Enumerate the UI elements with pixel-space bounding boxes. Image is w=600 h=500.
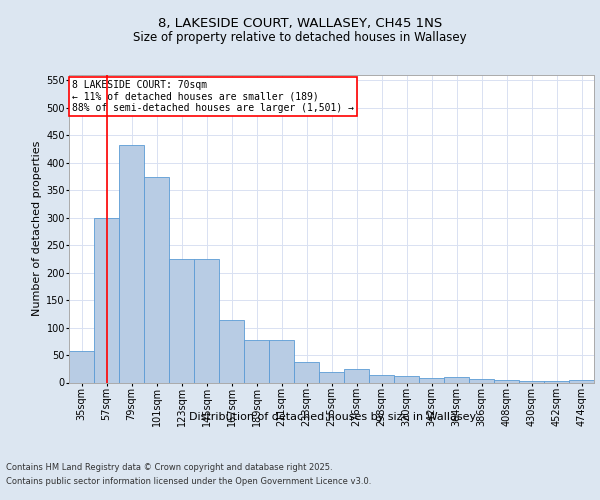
Bar [419, 378, 444, 382]
Bar [519, 381, 544, 382]
Bar [194, 259, 219, 382]
Bar [369, 375, 394, 382]
Bar [569, 380, 594, 382]
Text: Size of property relative to detached houses in Wallasey: Size of property relative to detached ho… [133, 31, 467, 44]
Bar [144, 176, 169, 382]
Text: Contains HM Land Registry data © Crown copyright and database right 2025.: Contains HM Land Registry data © Crown c… [6, 464, 332, 472]
Bar [69, 351, 94, 382]
Y-axis label: Number of detached properties: Number of detached properties [32, 141, 42, 316]
Bar [269, 340, 294, 382]
Text: 8, LAKESIDE COURT, WALLASEY, CH45 1NS: 8, LAKESIDE COURT, WALLASEY, CH45 1NS [158, 18, 442, 30]
Bar [219, 320, 244, 382]
Bar [94, 218, 119, 382]
Bar [119, 146, 144, 382]
Bar [169, 259, 194, 382]
Bar [319, 372, 344, 382]
Bar [244, 340, 269, 382]
Bar [344, 369, 369, 382]
Bar [394, 376, 419, 382]
Bar [294, 362, 319, 382]
Text: Contains public sector information licensed under the Open Government Licence v3: Contains public sector information licen… [6, 477, 371, 486]
Bar [494, 380, 519, 382]
Text: 8 LAKESIDE COURT: 70sqm
← 11% of detached houses are smaller (189)
88% of semi-d: 8 LAKESIDE COURT: 70sqm ← 11% of detache… [71, 80, 353, 113]
Text: Distribution of detached houses by size in Wallasey: Distribution of detached houses by size … [190, 412, 476, 422]
Bar [469, 378, 494, 382]
Bar [444, 377, 469, 382]
